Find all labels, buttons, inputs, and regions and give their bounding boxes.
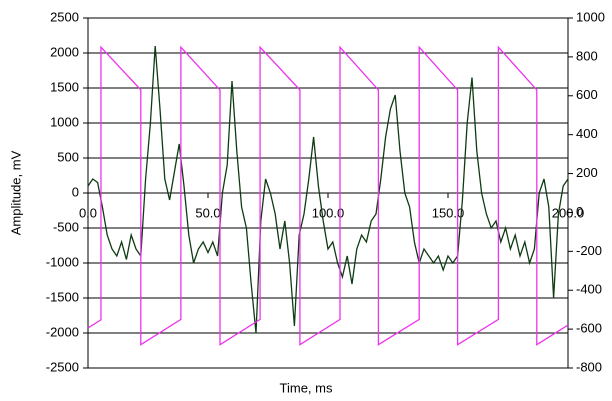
x-tick-label: 100.0 [312, 205, 345, 220]
y-tick-label: -2000 [46, 324, 79, 339]
x-tick-label: 50.0 [195, 205, 220, 220]
y-tick-label: 1500 [50, 79, 79, 94]
y2-tick-label: 600 [576, 87, 598, 102]
y-tick-label: 500 [57, 149, 79, 164]
x-axis-label: Time, ms [280, 380, 333, 395]
y-tick-label: -1500 [46, 289, 79, 304]
y2-tick-label: 200 [576, 165, 598, 180]
y2-tick-label: -800 [576, 359, 602, 374]
y2-tick-label: 800 [576, 48, 598, 63]
x-tick-label: 0.0 [79, 205, 97, 220]
y2-tick-label: -200 [576, 243, 602, 258]
y-tick-label: 0 [72, 184, 79, 199]
y-tick-label: 1000 [50, 114, 79, 129]
series-line [87, 45, 569, 334]
y2-tick-label: 400 [576, 126, 598, 141]
y-axis-label: Amplitude, mV [8, 150, 23, 235]
y-tick-label: 2000 [50, 44, 79, 59]
y-tick-label: -1000 [46, 254, 79, 269]
x-tick-label: 150.0 [432, 205, 465, 220]
y-tick-label: 2500 [50, 9, 79, 24]
x-tick-label: 200.0 [552, 205, 585, 220]
y2-tick-label: -400 [576, 282, 602, 297]
y-tick-label: -2500 [46, 359, 79, 374]
y2-tick-label: 1000 [576, 9, 605, 24]
y-tick-label: -500 [53, 219, 79, 234]
series-line [87, 45, 569, 346]
y2-tick-label: 0 [576, 204, 583, 219]
y2-tick-label: -600 [576, 321, 602, 336]
